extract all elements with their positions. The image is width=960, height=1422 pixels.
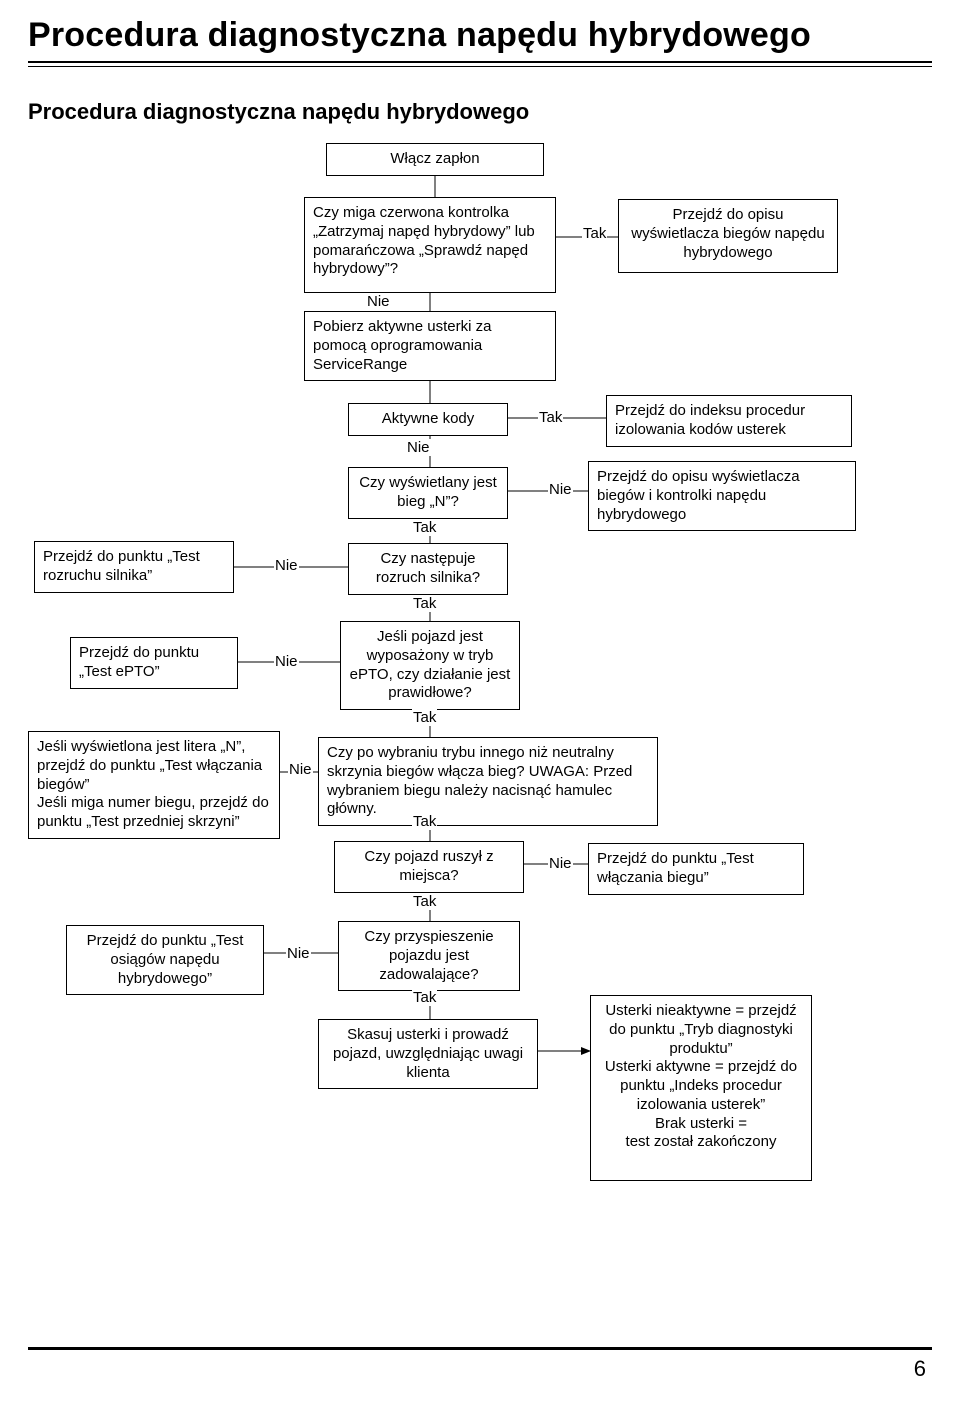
flow-node-qEpto: Jeśli pojazd jest wyposażony w tryb ePTO… xyxy=(340,621,520,710)
flow-node-lEpto: Przejdź do punktu „Test ePTO” xyxy=(70,637,238,689)
flow-node-final: Usterki nieaktywne = przejdź do punktu „… xyxy=(590,995,812,1181)
flow-label-tak2: Tak xyxy=(538,409,563,426)
flow-label-nieA: Nie xyxy=(286,945,311,962)
flow-node-clear: Skasuj usterki i prowadź pojazd, uwzględ… xyxy=(318,1019,538,1089)
flow-label-nie2: Nie xyxy=(406,439,431,456)
flow-label-nieE: Nie xyxy=(274,653,299,670)
flow-label-takM: Tak xyxy=(412,893,437,910)
flow-label-tak1: Tak xyxy=(582,225,607,242)
divider-top xyxy=(28,61,932,63)
flow-label-takN: Tak xyxy=(412,519,437,536)
flow-node-a1: Przejdź do opisu wyświetlacza biegów nap… xyxy=(618,199,838,273)
flow-label-takA: Tak xyxy=(412,989,437,1006)
section-subtitle: Procedura diagnostyczna napędu hybrydowe… xyxy=(28,99,932,125)
divider-bottom xyxy=(28,66,932,67)
flow-node-kody: Aktywne kody xyxy=(348,403,508,436)
flow-node-qMove: Czy pojazd ruszył z miejsca? xyxy=(334,841,524,893)
flow-label-nieM: Nie xyxy=(548,855,573,872)
page-number: 6 xyxy=(28,1356,932,1382)
flow-node-aMove: Przejdź do punktu „Test włączania biegu” xyxy=(588,843,804,895)
flow-node-qRoz: Czy następuje rozruch silnika? xyxy=(348,543,508,595)
footer-divider xyxy=(28,1347,932,1350)
flow-label-nieS: Nie xyxy=(288,761,313,778)
flowchart-canvas: Włącz zapłon Czy miga czerwona kontrolka … xyxy=(28,143,932,1323)
flow-label-nie1: Nie xyxy=(366,293,391,310)
flow-label-nieR: Nie xyxy=(274,557,299,574)
flow-node-lRoz: Przejdź do punktu „Test rozruchu silnika… xyxy=(34,541,234,593)
flow-label-takR: Tak xyxy=(412,595,437,612)
flow-label-takS: Tak xyxy=(412,813,437,830)
flow-node-qShift: Czy po wybraniu trybu innego niż neutral… xyxy=(318,737,658,826)
flow-node-qAcc: Czy przyspieszenie pojazdu jest zadowala… xyxy=(338,921,520,991)
flow-node-lShift: Jeśli wyświetlona jest litera „N”, przej… xyxy=(28,731,280,839)
flow-node-aN: Przejdź do opisu wyświetlacza biegów i k… xyxy=(588,461,856,531)
flow-node-a2: Przejdź do indeksu procedur izolowania k… xyxy=(606,395,852,447)
page-title: Procedura diagnostyczna napędu hybrydowe… xyxy=(28,16,932,55)
flow-label-takE: Tak xyxy=(412,709,437,726)
flow-node-qN: Czy wyświetlany jest bieg „N”? xyxy=(348,467,508,519)
flow-node-lAcc: Przejdź do punktu „Test osiągów napędu h… xyxy=(66,925,264,995)
flow-node-q1: Czy miga czerwona kontrolka „Zatrzymaj n… xyxy=(304,197,556,293)
flow-node-svc: Pobierz aktywne usterki za pomocą oprogr… xyxy=(304,311,556,381)
flow-node-start: Włącz zapłon xyxy=(326,143,544,176)
flow-label-nieN: Nie xyxy=(548,481,573,498)
